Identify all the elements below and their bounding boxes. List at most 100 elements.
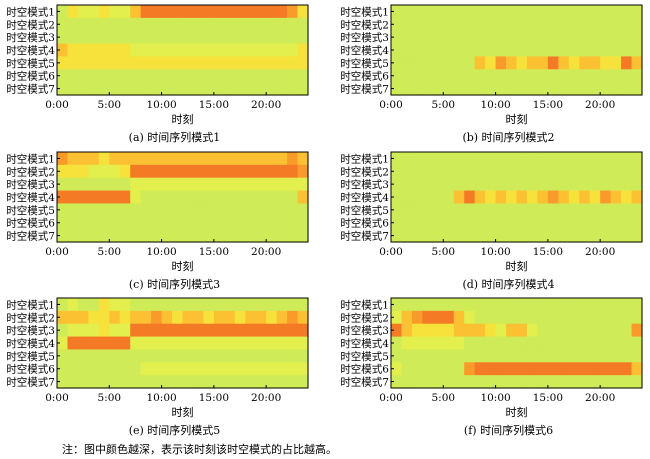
heatmap-cell [474, 69, 486, 83]
heatmap-cell [558, 229, 570, 243]
y-tick-label: 时空模式6 [340, 363, 389, 376]
heatmap-cell [547, 336, 559, 351]
heatmap-cell [516, 375, 528, 389]
heatmap-cell [401, 216, 413, 230]
heatmap-cell [443, 56, 455, 70]
x-tick-label: 15:00 [533, 392, 563, 404]
heatmap-cell [266, 298, 278, 312]
heatmap-cell [77, 190, 89, 205]
heatmap-cell [98, 229, 110, 243]
heatmap-cell [266, 375, 278, 389]
heatmap-cell [287, 177, 299, 192]
heatmap-cell [485, 152, 497, 166]
heatmap-cell [182, 56, 194, 70]
y-tick-label: 时空模式2 [340, 311, 389, 324]
heatmap-cell [287, 5, 299, 19]
heatmap-cell [443, 5, 455, 19]
heatmap-cell [255, 216, 267, 230]
heatmap-cell [161, 375, 173, 389]
heatmap-cell [537, 229, 549, 243]
heatmap-cell [432, 229, 444, 243]
heatmap-cell [266, 5, 278, 19]
heatmap-cell [203, 177, 215, 192]
heatmap-cell [297, 43, 309, 58]
heatmap-cell [57, 229, 69, 243]
heatmap-cell [57, 323, 69, 338]
heatmap-cell [224, 349, 236, 363]
heatmap-cell [631, 375, 643, 389]
heatmap-cell [516, 43, 528, 58]
heatmap-cell [401, 203, 413, 217]
heatmap-cell [88, 177, 100, 192]
heatmap-cell [485, 30, 497, 45]
heatmap-cell [485, 164, 497, 179]
heatmap-cell [276, 43, 288, 58]
heatmap-cell [119, 323, 131, 338]
heatmap-cell [151, 190, 163, 205]
x-tick-label: 15:00 [533, 246, 563, 258]
heatmap-cell [579, 177, 591, 192]
heatmap-cell [579, 323, 591, 338]
heatmap-cell [109, 82, 121, 96]
heatmap-cell [464, 375, 476, 389]
heatmap-cell [485, 216, 497, 230]
heatmap-cell [422, 152, 434, 166]
heatmap-cell [287, 349, 299, 363]
heatmap-cell [401, 69, 413, 83]
heatmap-cell [297, 190, 309, 205]
heatmap-cell [119, 229, 131, 243]
heatmap-cell [140, 30, 152, 45]
heatmap-cell [391, 349, 403, 363]
heatmap-cell [537, 82, 549, 96]
heatmap-cell [516, 30, 528, 45]
heatmap-cell [579, 43, 591, 58]
heatmap-cell [77, 164, 89, 179]
heatmap-cell [610, 164, 622, 179]
heatmap-cell [161, 69, 173, 83]
heatmap-cell [234, 216, 246, 230]
heatmap-cell [234, 82, 246, 96]
heatmap-cell [401, 229, 413, 243]
heatmap-cell [57, 69, 69, 83]
heatmap-cell [109, 375, 121, 389]
heatmap-cell [224, 229, 236, 243]
heatmap-cell [224, 375, 236, 389]
heatmap-cell [130, 229, 142, 243]
heatmap-cell [109, 43, 121, 58]
y-tick-label: 时空模式4 [6, 44, 55, 57]
heatmap-cell [537, 30, 549, 45]
heatmap-cell [474, 349, 486, 363]
heatmap-cell [464, 43, 476, 58]
heatmap-cell [297, 164, 309, 179]
heatmap-cell [443, 43, 455, 58]
heatmap-cell [255, 349, 267, 363]
heatmap-cell [474, 152, 486, 166]
heatmap-cell [537, 203, 549, 217]
heatmap-cell [88, 298, 100, 312]
heatmap-cell [589, 310, 601, 325]
heatmap-cell [547, 17, 559, 32]
heatmap-cell [526, 43, 539, 58]
heatmap-cell [234, 30, 246, 45]
heatmap-cell [589, 375, 601, 389]
heatmap-cell [610, 323, 622, 338]
heatmap-cell [516, 69, 528, 83]
heatmap-cell [506, 362, 518, 376]
heatmap-cell [579, 56, 591, 70]
heatmap-cell [443, 190, 455, 205]
heatmap-cell [98, 164, 110, 179]
heatmap-cell [77, 375, 89, 389]
heatmap-cell [422, 164, 434, 179]
heatmap-cell [422, 82, 434, 96]
heatmap-cell [140, 216, 152, 230]
heatmap-cell [506, 43, 518, 58]
heatmap-cell [589, 298, 601, 312]
heatmap-cell [443, 164, 455, 179]
heatmap-cell [255, 17, 267, 32]
heatmap-cell [600, 164, 612, 179]
heatmap-cell [67, 43, 79, 58]
heatmap-cell [203, 30, 215, 45]
heatmap-cell [151, 177, 163, 192]
heatmap-cell [391, 5, 403, 19]
heatmap-cell [443, 203, 455, 217]
